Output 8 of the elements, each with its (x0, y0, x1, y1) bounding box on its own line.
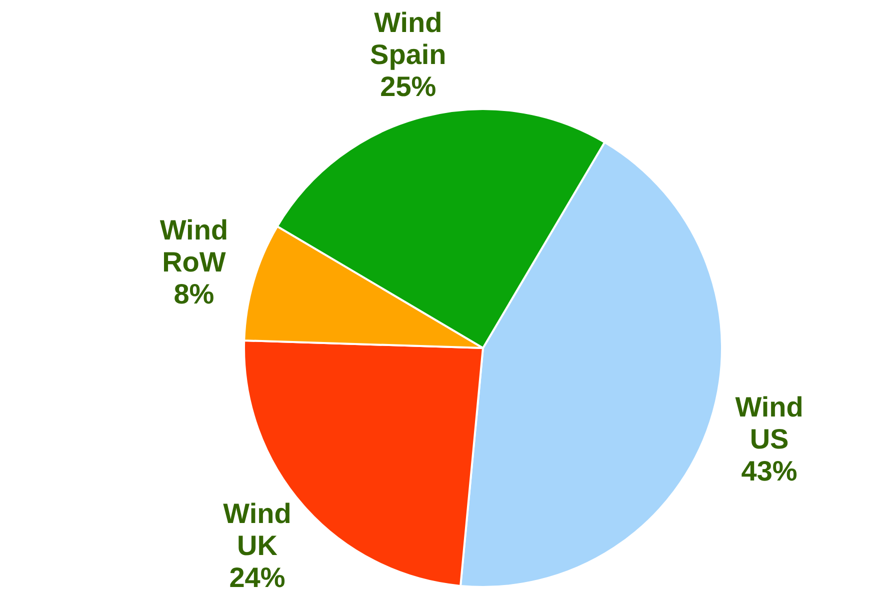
data-label: 8% (174, 278, 214, 310)
data-label: 24% (229, 562, 286, 593)
slice-label: Wind RoW (160, 214, 228, 278)
slice-label: Wind US (735, 392, 804, 455)
slice-label: Wind Spain (370, 7, 446, 70)
data-label: 25% (380, 71, 436, 102)
data-label: 43% (741, 456, 798, 487)
slice-label: Wind UK (223, 498, 292, 561)
